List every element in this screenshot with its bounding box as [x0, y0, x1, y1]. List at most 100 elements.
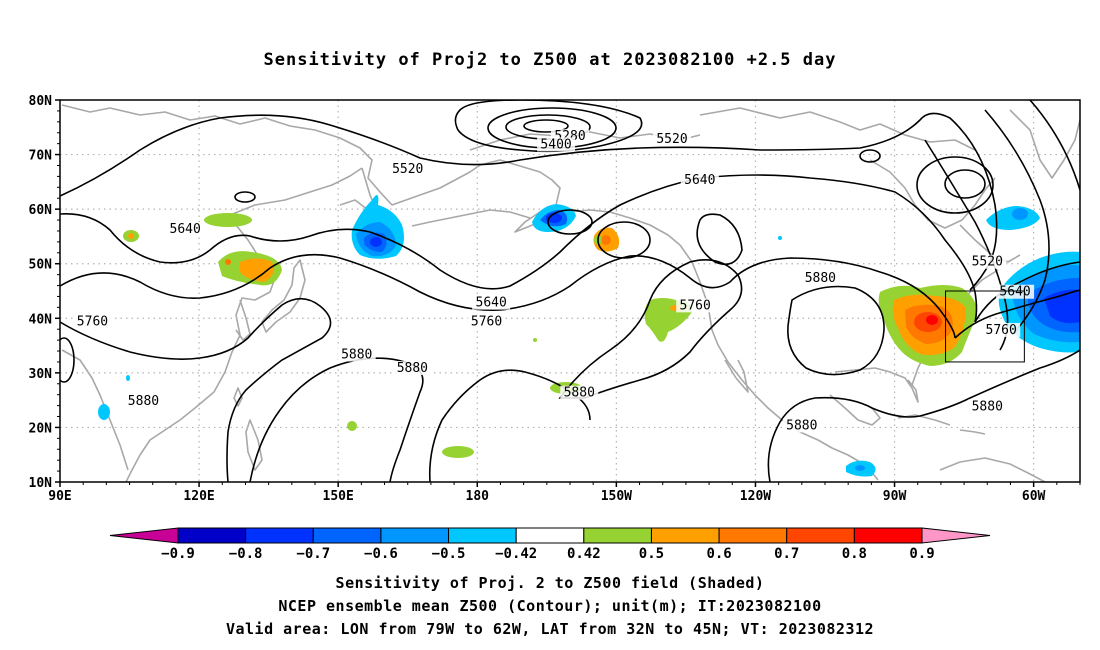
shade-patch-blue: [1012, 208, 1028, 220]
lon-tick-label: 120E: [183, 489, 214, 504]
contour-label-bg: [337, 347, 376, 362]
contour-label-bg: [982, 322, 1021, 337]
contour-label-bg: [124, 393, 163, 408]
coastline-southamerica: [939, 457, 1046, 482]
lat-tick-label: 30N: [29, 367, 53, 382]
shade-patch-blue: [778, 236, 782, 240]
lat-tick-label: 10N: [29, 476, 53, 491]
contour-label: 5760: [77, 315, 108, 330]
contour-label: 5520: [972, 255, 1003, 270]
colorbar-swatch: [515, 527, 585, 544]
colorbar: −0.9 −0.8 −0.7 −0.6 −0.5 −0.42 0.42 0.5 0.6 0.7 0.…: [109, 527, 991, 562]
coastline-japan: [261, 259, 306, 333]
lon-tick-label: 60W: [1022, 489, 1046, 504]
contour-closed-small: [859, 149, 881, 163]
shade-patch-red: [601, 235, 611, 245]
z500-contours: [60, 100, 1080, 482]
lon-tick-label: 120W: [740, 489, 771, 504]
contour-label: 5400: [540, 137, 571, 152]
contour-5640-east: [974, 261, 1080, 323]
contour-5280: [523, 119, 569, 133]
colorbar-label: 0.7: [774, 546, 799, 562]
contour-label: 5640: [999, 285, 1030, 300]
shade-patch-green: [204, 213, 252, 227]
coastline-indochina: [61, 349, 129, 471]
coastline-hudson: [869, 159, 996, 229]
shade-patch-red: [225, 259, 231, 265]
colorbar-swatch: [312, 527, 382, 544]
colorbar-swatch: [177, 527, 247, 544]
shade-patch-blue: [986, 206, 1040, 230]
contour-5880: [60, 297, 332, 482]
shade-patch-blue: [126, 375, 130, 381]
contour-label-bg: [472, 295, 511, 310]
contour-5640: [60, 174, 978, 323]
contour-label: 5880: [786, 418, 817, 433]
colorbar-label: −0.6: [364, 546, 398, 562]
lat-tick-label: 50N: [29, 258, 53, 273]
coastline-philippines: [245, 419, 263, 471]
colorbar-label: −0.8: [229, 546, 263, 562]
coastline-okhotsk: [229, 167, 363, 216]
contour-label-bg: [560, 385, 599, 400]
coastline-westcoast: [679, 244, 801, 433]
colorbar-label: 0.8: [842, 546, 867, 562]
coastline-alaska: [479, 159, 681, 246]
colorbar-swatch: [786, 527, 855, 544]
colorbar-swatch: [245, 527, 314, 544]
contour-label: 5640: [170, 222, 201, 237]
coastline-chukotka: [391, 164, 481, 206]
shade-patch-orange: [240, 258, 274, 282]
shade-patch-blue: [98, 404, 110, 420]
contour-label-bg: [968, 399, 1007, 414]
contour-label: 5760: [986, 323, 1017, 338]
coastline-siberia: [61, 104, 393, 206]
colorbar-swatch: [448, 527, 517, 544]
coastline-greenland: [1009, 109, 1080, 179]
contour-label: 5760: [680, 298, 711, 313]
lat-tick-label: 40N: [29, 312, 53, 327]
caption-shaded: Sensitivity of Proj. 2 to Z500 field (Sh…: [335, 574, 765, 592]
coastline-canada-arctic: [699, 107, 976, 151]
coastline-yucatan: [829, 394, 881, 426]
contour-label-bg: [393, 361, 432, 376]
shade-patch-blue: [855, 465, 865, 471]
colorbar-label: 0.5: [639, 546, 664, 562]
colorbar-label: 0.6: [706, 546, 731, 562]
contour-label-bg: [653, 131, 691, 146]
contour-label: 5880: [805, 271, 836, 286]
lon-tick-label: 150E: [323, 489, 354, 504]
colorbar-end-high: [921, 527, 991, 544]
contour-label-bg: [73, 314, 112, 329]
colorbar-swatch: [380, 527, 450, 544]
contour-5520: [60, 112, 998, 291]
colorbar-label: −0.7: [296, 546, 330, 562]
colorbar-label: −0.9: [161, 546, 195, 562]
contour-label: 5880: [564, 386, 595, 401]
contour-5880-se: [767, 349, 1080, 482]
contour-trough: [1029, 100, 1080, 191]
shade-patch-green: [347, 421, 357, 431]
contour-5760: [60, 253, 956, 339]
contour-5880-hudson: [696, 213, 743, 266]
lon-tick-label: 90E: [48, 489, 71, 504]
valid-area-box: [945, 290, 1025, 363]
lon-tick-label: 90W: [883, 489, 907, 504]
caption-valid-area: Valid area: LON from 79W to 62W, LAT fro…: [225, 620, 875, 638]
contour-label: 5880: [128, 394, 159, 409]
contour-closed-small: [60, 337, 75, 383]
contour-label: 5760: [471, 315, 502, 330]
colorbar-label: −0.42: [495, 546, 537, 562]
lon-tick-label: 180: [466, 489, 490, 504]
contour-closed-small: [547, 209, 593, 235]
contour-label-bg: [537, 137, 576, 152]
shade-patch-red: [926, 315, 938, 325]
lat-tick-label: 70N: [29, 149, 53, 164]
lon-tick-label: 150W: [601, 489, 632, 504]
contour-label-bg: [968, 254, 1007, 269]
contour-label: 5640: [476, 296, 507, 311]
contour-label: 5520: [656, 132, 687, 147]
colorbar-swatch: [583, 527, 652, 544]
lat-tick-label: 60N: [29, 203, 53, 218]
